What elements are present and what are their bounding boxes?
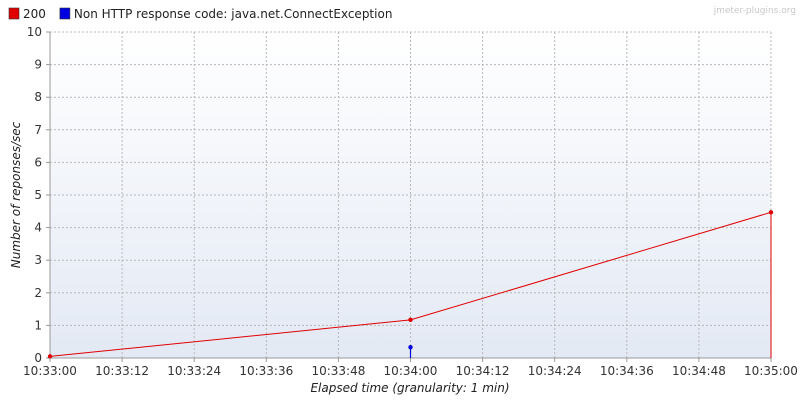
- y-tick-label: 3: [34, 253, 42, 267]
- grid: [46, 31, 772, 362]
- watermark: jmeter-plugins.org: [713, 6, 796, 16]
- data-point: [768, 210, 774, 215]
- x-tick-label: 10:33:12: [95, 364, 149, 378]
- x-axis-label: Elapsed time (granularity: 1 min): [310, 381, 509, 395]
- y-tick-label: 5: [34, 188, 42, 202]
- x-tick-label: 10:33:36: [239, 364, 293, 378]
- y-tick-label: 2: [34, 286, 42, 300]
- y-tick-label: 4: [34, 221, 42, 235]
- tick-labels: 0 1 2 3 4 5 6 7 8 9 10 10:33:00 10:33:12 10:33:24 10:3…: [23, 25, 798, 378]
- y-tick-label: 0: [34, 351, 42, 365]
- legend-swatch: [8, 7, 20, 20]
- legend-label: 200: [23, 7, 46, 21]
- y-tick-label: 10: [27, 25, 42, 39]
- x-tick-label: 10:33:00: [23, 364, 77, 378]
- legend: 200 Non HTTP response code: java.net.Conn…: [8, 7, 393, 21]
- x-tick-label: 10:35:00: [744, 364, 798, 378]
- x-tick-label: 10:33:24: [167, 364, 221, 378]
- series: [47, 210, 774, 359]
- y-tick-label: 6: [34, 155, 42, 169]
- y-tick-label: 1: [34, 318, 42, 332]
- legend-label: Non HTTP response code: java.net.Connect…: [74, 7, 393, 21]
- x-tick-label: 10:34:48: [672, 364, 726, 378]
- y-tick-label: 7: [34, 123, 42, 137]
- y-tick-label: 8: [34, 90, 42, 104]
- series-line-0: [49, 211, 772, 358]
- data-point: [408, 345, 413, 350]
- x-tick-label: 10:34:12: [456, 364, 510, 378]
- y-axis-label: Number of reponses/sec: [9, 121, 23, 268]
- x-tick-label: 10:34:24: [528, 364, 582, 378]
- y-tick-label: 9: [34, 58, 42, 72]
- data-point: [47, 354, 53, 359]
- x-tick-label: 10:33:48: [311, 364, 365, 378]
- x-tick-label: 10:34:00: [384, 364, 438, 378]
- data-point: [408, 317, 413, 323]
- x-tick-label: 10:34:36: [600, 364, 654, 378]
- legend-swatch: [59, 7, 71, 20]
